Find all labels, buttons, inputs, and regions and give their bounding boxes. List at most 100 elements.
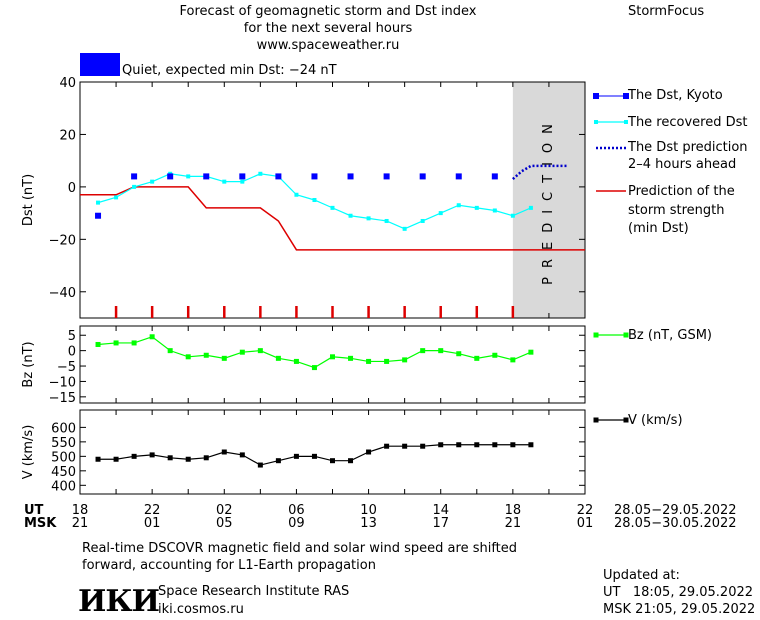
ytick-label-v: 500 (51, 450, 76, 465)
bz-point (456, 351, 462, 357)
kyoto-dst-point (203, 173, 210, 180)
msk-axis-label: MSK (24, 516, 57, 531)
v-point (113, 456, 119, 462)
bz-point (239, 349, 245, 355)
ut-tick-label: 22 (577, 503, 594, 518)
legend-storm: Prediction of the (628, 184, 735, 199)
bz-line (97, 336, 532, 369)
recovered-dst-point (384, 218, 389, 223)
ut-tick-label: 22 (144, 503, 161, 518)
legend-recovered-marker (624, 120, 628, 124)
msk-tick-label: 21 (72, 516, 89, 531)
ytick-label-dst: 0 (68, 181, 76, 196)
bz-point (402, 357, 408, 363)
msk-tick-label: 13 (360, 516, 377, 531)
msk-tick-label: 09 (288, 516, 305, 531)
v-point (95, 456, 101, 462)
v-point (167, 455, 173, 461)
bz-point (95, 341, 101, 347)
iki-logo: ИКИ (78, 584, 160, 619)
msk-date-range: 28.05−30.05.2022 (614, 516, 737, 531)
v-point (239, 452, 245, 458)
recovered-dst-point (150, 179, 155, 184)
kyoto-dst-point (347, 173, 354, 180)
bz-point (528, 349, 534, 355)
v-point (149, 452, 155, 458)
v-point (348, 458, 354, 464)
recovered-dst-point (348, 213, 353, 218)
bz-point (185, 354, 191, 360)
prediction-zone (512, 82, 585, 318)
ytick-label-dst: 40 (59, 76, 76, 91)
recovered-dst-point (330, 205, 335, 210)
ytick-label-v: 550 (51, 436, 76, 451)
ut-axis-label: UT (24, 503, 44, 518)
v-point (456, 442, 462, 448)
bz-point (131, 340, 137, 346)
kyoto-dst-point (239, 173, 246, 180)
ut-tick-label: 18 (72, 503, 89, 518)
v-point (185, 456, 191, 462)
recovered-dst-point (420, 218, 425, 223)
recovered-dst-point (96, 200, 101, 205)
v-point (221, 449, 227, 455)
ytick-label-dst: −20 (49, 233, 76, 248)
bz-point (203, 352, 209, 358)
recovered-dst-point (132, 184, 137, 189)
v-point (510, 442, 516, 448)
ytick-label-dst: −40 (49, 286, 76, 301)
bz-point (330, 354, 335, 360)
v-point (257, 462, 263, 468)
institute-url[interactable]: iki.cosmos.ru (158, 602, 244, 617)
bz-point (366, 358, 372, 364)
updated-ut: UT 18:05, 29.05.2022 (603, 585, 754, 600)
recovered-dst-point (258, 171, 263, 176)
recovered-dst-point (294, 192, 299, 197)
msk-tick-label: 21 (505, 516, 522, 531)
ytick-label-bz: 0 (68, 345, 76, 360)
bz-point (420, 348, 426, 354)
legend-bz: Bz (nT, GSM) (628, 328, 713, 343)
legend-v-marker (593, 417, 599, 423)
legend-storm-3: (min Dst) (628, 221, 689, 236)
recovered-dst-point (438, 211, 443, 216)
bz-point (257, 348, 263, 354)
v-point (402, 443, 408, 449)
legend-kyoto-marker (593, 93, 599, 99)
legend-dst-recovered: The recovered Dst (628, 115, 748, 130)
brand-label: StormFocus (628, 4, 705, 19)
storm-strength-line (80, 186, 585, 251)
msk-tick-label: 17 (432, 516, 449, 531)
legend-storm-2: storm strength (628, 203, 725, 218)
ylabel-v: V (km/s) (21, 425, 36, 480)
ut-tick-label: 18 (505, 503, 522, 518)
v-point (528, 442, 534, 448)
kyoto-dst-point (419, 173, 426, 180)
ytick-label-bz: −5 (57, 360, 76, 375)
panel-frame-bz (79, 325, 586, 404)
legend-recovered-marker (594, 120, 598, 124)
bz-point (275, 355, 281, 361)
msk-tick-label: 05 (216, 516, 233, 531)
legend-dst-prediction: The Dst prediction (628, 140, 748, 155)
recovered-dst-point (492, 208, 497, 213)
recovered-dst-point (456, 203, 461, 208)
bz-point (474, 355, 480, 361)
msk-tick-label: 01 (144, 516, 161, 531)
panel-frame-dst (79, 81, 586, 319)
site-link[interactable]: www.spaceweather.ru (256, 38, 400, 53)
recovered-dst-point (510, 213, 515, 218)
v-point (203, 455, 209, 461)
legend-v-marker (623, 417, 629, 423)
legend-bz-marker (623, 332, 629, 338)
ut-tick-label: 10 (360, 503, 377, 518)
ytick-label-bz: 5 (68, 329, 76, 344)
ut-tick-label: 06 (288, 503, 305, 518)
ytick-label-v: 450 (51, 465, 76, 480)
kyoto-dst-point (491, 173, 498, 180)
ytick-label-bz: −15 (49, 391, 76, 406)
v-point (420, 443, 426, 449)
v-point (474, 442, 480, 448)
recovered-dst-point (114, 195, 119, 200)
